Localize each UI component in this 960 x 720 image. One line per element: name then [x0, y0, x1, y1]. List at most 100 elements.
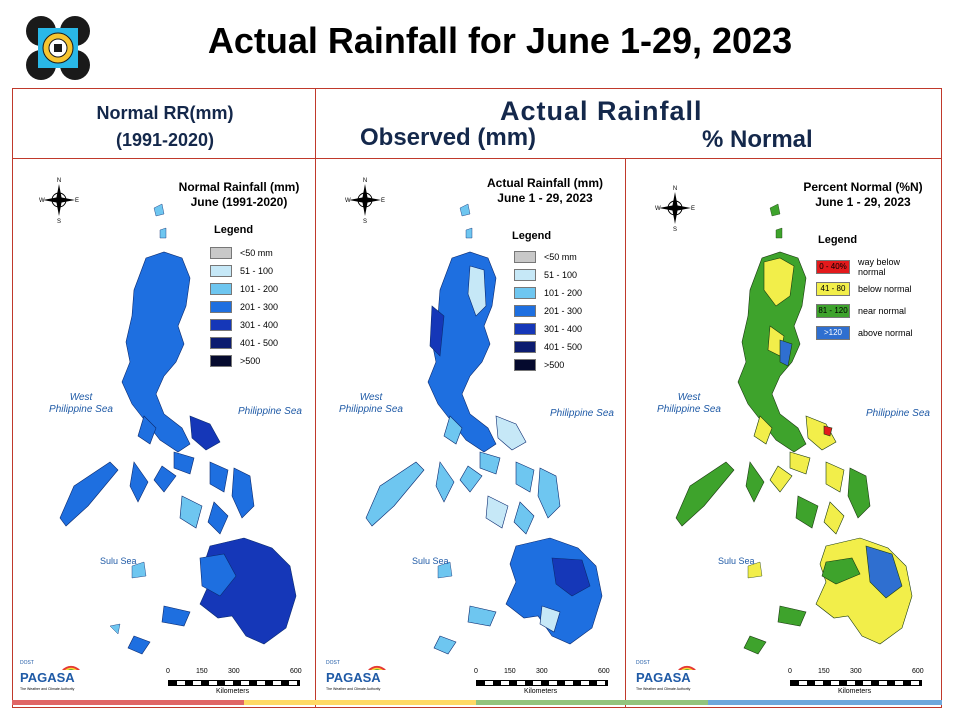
scale-bar: 0 150 300 600 Kilometers: [472, 668, 612, 698]
scale-tick: 0: [788, 668, 792, 675]
legend-label: 401 - 500: [544, 342, 583, 352]
legend-row: 51 - 100: [514, 268, 577, 282]
compass-w-label: W: [655, 206, 661, 212]
legend-swatch: [210, 319, 232, 331]
scale-tick: 150: [504, 668, 516, 675]
west-philippine-sea-label: West Philippine Sea: [49, 392, 113, 415]
footer-strip-blue: [708, 700, 942, 705]
legend-swatch: [514, 305, 536, 317]
footer-strip-yellow: [244, 700, 476, 705]
sulu-sea-label: Sulu Sea: [100, 556, 137, 566]
west-philippine-sea-label: West Philippine Sea: [339, 392, 403, 415]
scale-tick: 600: [912, 668, 924, 675]
panel-observed: N S W E Actual Rainfall (mm) June 1 - 29…: [320, 166, 620, 706]
west-philippine-sea-label: West Philippine Sea: [657, 392, 721, 415]
figure-frame: [12, 88, 942, 708]
legend-label: 201 - 300: [240, 302, 279, 312]
scale-tick: 600: [290, 668, 302, 675]
scale-unit: Kilometers: [524, 688, 558, 695]
legend-row: 101 - 200: [210, 282, 278, 296]
compass-w-label: W: [345, 198, 351, 204]
compass-w-label: W: [39, 198, 45, 204]
legend-row: 301 - 400: [210, 318, 278, 332]
compass-icon: N S W E: [655, 186, 695, 232]
footer-strip-green: [476, 700, 708, 705]
logo-tagline: The Weather and Climate Authority: [636, 687, 691, 691]
compass-n-label: N: [57, 178, 61, 184]
legend-swatch: [514, 287, 536, 299]
compass-s-label: S: [673, 227, 677, 232]
legend-swatch: [514, 359, 536, 371]
legend-title: Legend: [214, 224, 254, 236]
legend-swatch: [210, 355, 232, 367]
philippine-sea-label: Philippine Sea: [238, 406, 302, 417]
legend-swatch: [514, 251, 536, 263]
map-title-line2: June (1991-2020): [190, 195, 288, 209]
legend-swatch: 0 - 40%: [816, 260, 850, 274]
legend-row: 201 - 300: [210, 300, 278, 314]
scale-tick: 300: [228, 668, 240, 675]
legend-row: 401 - 500: [210, 336, 278, 350]
scale-bar: 0 150 300 600 Kilometers: [164, 668, 304, 698]
compass-e-label: E: [381, 198, 385, 204]
normal-header-line2: (1991-2020): [115, 130, 215, 150]
legend-row: 81 - 120 near normal: [816, 304, 906, 318]
legend-label: 101 - 200: [544, 288, 583, 298]
compass-n-label: N: [363, 178, 367, 184]
legend-label: way below normal: [858, 257, 901, 277]
pagasa-logo: DOST PAGASA The Weather and Climate Auth…: [636, 660, 696, 691]
map-title-line2: June 1 - 29, 2023: [497, 191, 593, 205]
map-title-line2: June 1 - 29, 2023: [815, 195, 911, 209]
scale-unit: Kilometers: [216, 688, 250, 695]
percent-normal-map: [675, 203, 913, 655]
map-title: Normal Rainfall (mm) June (1991-2020): [174, 180, 304, 210]
normal-header-line1: Normal RR(mm): [96, 103, 234, 123]
scale-bar-graphic: [476, 680, 608, 686]
logo-tagline: The Weather and Climate Authority: [20, 687, 75, 691]
legend-swatch: 81 - 120: [816, 304, 850, 318]
logo-agency: PAGASA: [326, 670, 381, 685]
compass-e-label: E: [75, 198, 79, 204]
legend-swatch: 41 - 80: [816, 282, 850, 296]
legend-label: 401 - 500: [240, 338, 279, 348]
scale-tick: 0: [474, 668, 478, 675]
scale-bar: 0 150 300 600 Kilometers: [786, 668, 926, 698]
compass-icon: N S W E: [345, 178, 385, 224]
map-title-line1: Normal Rainfall (mm): [178, 180, 300, 194]
philippine-sea-label: Philippine Sea: [866, 408, 930, 419]
legend-title: Legend: [818, 234, 858, 246]
map-title-line1: Actual Rainfall (mm): [486, 176, 603, 190]
legend-row: 0 - 40% way below normal: [816, 257, 930, 277]
map-title-line1: Percent Normal (%N): [803, 180, 923, 194]
legend-label: <50 mm: [240, 248, 273, 258]
legend-label: 301 - 400: [544, 324, 583, 334]
observed-header: Observed (mm): [360, 124, 537, 151]
legend-row: 51 - 100: [210, 264, 273, 278]
scale-bar-graphic: [790, 680, 922, 686]
sulu-sea-label: Sulu Sea: [412, 556, 449, 566]
logo-prefix: DOST: [326, 660, 340, 666]
legend-label: 101 - 200: [240, 284, 279, 294]
pagasa-logo: DOST PAGASA The Weather and Climate Auth…: [326, 660, 386, 691]
normal-header: Normal RR(mm) (1991-2020): [40, 100, 290, 154]
scale-tick: 300: [850, 668, 862, 675]
logo-prefix: DOST: [636, 660, 650, 666]
scale-tick: 0: [166, 668, 170, 675]
scale-tick: 600: [598, 668, 610, 675]
legend-label: near normal: [858, 306, 907, 316]
logo-tagline: The Weather and Climate Authority: [326, 687, 381, 691]
legend-swatch: >120: [816, 326, 850, 340]
legend-label: 51 - 100: [240, 266, 274, 276]
scale-tick: 150: [196, 668, 208, 675]
compass-s-label: S: [57, 219, 61, 224]
legend-title: Legend: [512, 230, 552, 242]
legend-label: 201 - 300: [544, 306, 583, 316]
legend-label: 301 - 400: [240, 320, 279, 330]
legend-row: 301 - 400: [514, 322, 582, 336]
scale-bar-graphic: [168, 680, 300, 686]
pagasa-logo: DOST PAGASA The Weather and Climate Auth…: [20, 660, 80, 691]
legend-row: >500: [210, 354, 260, 368]
legend-label: above normal: [858, 328, 913, 338]
sulu-sea-label: Sulu Sea: [718, 556, 755, 566]
scale-tick: 300: [536, 668, 548, 675]
